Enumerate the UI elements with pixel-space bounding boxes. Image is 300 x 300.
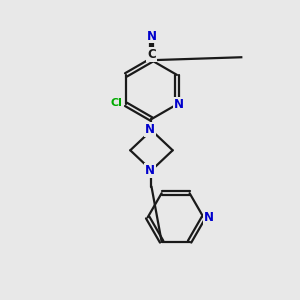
Text: N: N bbox=[174, 98, 184, 111]
Text: N: N bbox=[204, 211, 214, 224]
Text: N: N bbox=[146, 29, 157, 43]
Text: N: N bbox=[145, 164, 155, 177]
Text: N: N bbox=[145, 123, 155, 136]
Text: C: C bbox=[147, 48, 156, 62]
Text: Cl: Cl bbox=[111, 98, 122, 108]
